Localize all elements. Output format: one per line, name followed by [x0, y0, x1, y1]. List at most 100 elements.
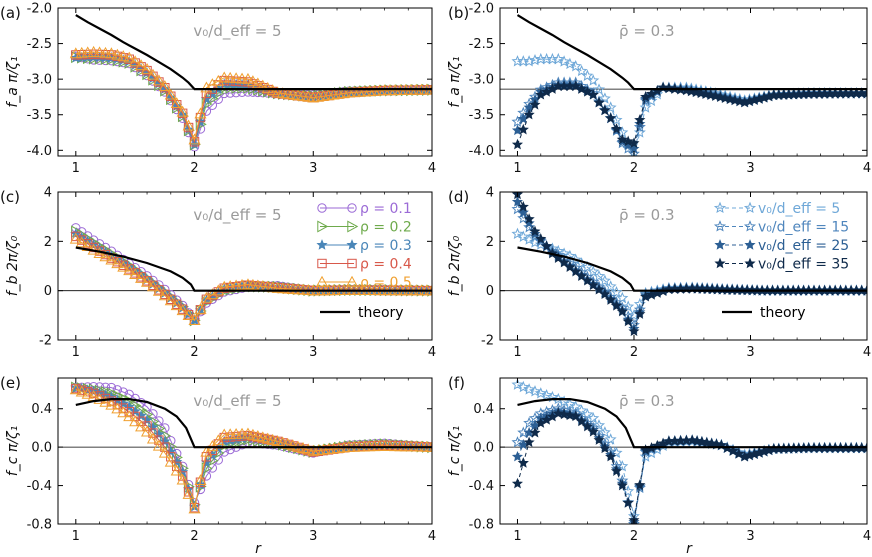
data-point	[628, 137, 640, 148]
data-point	[622, 300, 635, 312]
data-point	[182, 309, 195, 321]
data-point	[517, 380, 530, 393]
y-axis-label: f_b 2π/ζ₀	[447, 235, 463, 296]
data-point	[130, 411, 140, 422]
legend-entry: ρ = 0.2	[360, 220, 412, 236]
data-point	[633, 126, 646, 138]
data-point	[593, 96, 605, 108]
data-point	[511, 227, 524, 240]
data-point	[593, 434, 605, 445]
data-point	[118, 387, 129, 397]
data-point	[616, 479, 628, 491]
y-tick-label: -2.5	[27, 37, 52, 52]
data-point	[622, 315, 634, 327]
y-tick-label: -2.0	[469, 2, 494, 17]
data-point	[511, 450, 523, 462]
data-point	[170, 464, 183, 476]
data-point	[75, 385, 88, 397]
data-point	[200, 445, 213, 457]
plot-frame	[57, 7, 433, 157]
panel-annotation: v₀/d_eff = 5	[193, 22, 281, 41]
data-point	[581, 420, 593, 432]
data-point	[69, 232, 82, 244]
data-point	[593, 270, 606, 282]
theory-curve	[517, 246, 867, 292]
x-tick-label: 4	[863, 161, 871, 176]
x-tick-label: 1	[513, 529, 521, 544]
data-point	[523, 108, 535, 120]
data-point	[523, 383, 536, 395]
legend-marker	[713, 201, 727, 214]
y-tick-label: 0.0	[31, 441, 52, 456]
series-line	[75, 56, 432, 147]
legend-marker	[317, 203, 327, 213]
y-axis-label: f_c π/ζ₁	[5, 426, 21, 476]
x-tick-label: 4	[428, 345, 436, 360]
data-point	[599, 442, 611, 454]
data-point	[146, 432, 160, 444]
y-tick-label: -2.5	[469, 37, 494, 52]
data-point	[206, 288, 219, 300]
data-point	[182, 487, 195, 499]
data-point	[511, 138, 523, 150]
x-tick-label: 2	[630, 161, 638, 176]
data-point	[123, 51, 136, 63]
data-point	[517, 230, 530, 242]
data-point	[523, 55, 536, 67]
data-point	[540, 388, 553, 401]
panel-annotation: ρ̄ = 0.3	[619, 206, 674, 224]
panel-annotation: ρ̄ = 0.3	[619, 392, 674, 410]
data-point	[604, 101, 617, 113]
data-point	[569, 60, 582, 72]
data-point	[176, 304, 189, 316]
data-point	[558, 408, 570, 420]
y-tick-label: 0	[486, 284, 494, 299]
y-tick-label: -0.4	[469, 479, 494, 494]
data-point	[598, 274, 611, 286]
data-point	[581, 274, 593, 286]
theory-curve	[516, 14, 867, 91]
data-point	[616, 305, 628, 317]
data-point	[627, 517, 640, 524]
data-point	[593, 419, 606, 431]
data-point	[188, 133, 201, 145]
panel-d: 1 2 3 4 4 2 0 -2 (d) f_b 2π/ζ₀ ρ̄ = 0.3 v₀/d_eff = …	[447, 186, 871, 361]
series-line	[75, 55, 432, 149]
x-tick-label: 1	[72, 529, 80, 544]
legend-marker	[315, 275, 329, 287]
data-point	[117, 50, 130, 62]
legend-marker	[743, 201, 757, 214]
data-point	[587, 425, 599, 437]
data-point	[251, 77, 264, 89]
data-point	[605, 294, 617, 305]
data-point	[246, 75, 259, 87]
panel-a: 1 2 3 4 -2.0 -2.5 -3.0 -3.5 -4.0 (a) f_a π/ζ₁ v₀/d_…	[0, 2, 436, 177]
data-point	[634, 308, 646, 319]
data-point	[587, 74, 600, 86]
data-point	[610, 300, 623, 311]
x-tick-label: 3	[746, 529, 754, 544]
panel-label: (e)	[0, 374, 21, 392]
legend-marker	[347, 220, 359, 233]
series-group	[511, 378, 867, 524]
panel-label: (b)	[448, 4, 469, 22]
data-point	[593, 283, 605, 295]
data-point	[160, 423, 170, 433]
data-point	[213, 94, 223, 105]
plot-frame	[499, 377, 868, 525]
legend-marker	[744, 257, 756, 269]
data-point	[124, 406, 134, 417]
panel-label: (f)	[448, 374, 465, 392]
data-point	[528, 230, 541, 242]
panel-e: 1 2 3 4 0.4 0.0 -0.4 -0.8 (e) f_c π/ζ₁ v₀/d_eff = …	[0, 374, 436, 544]
data-point	[105, 47, 118, 59]
data-point	[528, 54, 541, 66]
data-point	[183, 487, 194, 497]
data-point	[129, 405, 141, 417]
y-tick-label: -0.8	[469, 518, 494, 533]
legend: ρ = 0.1 ρ = 0.2 ρ = 0.3 ρ = 0.4 ρ = 0.5 theor…	[315, 201, 412, 321]
y-tick-label: 0.4	[31, 402, 52, 417]
series-markers	[511, 52, 867, 156]
data-point	[93, 46, 106, 58]
